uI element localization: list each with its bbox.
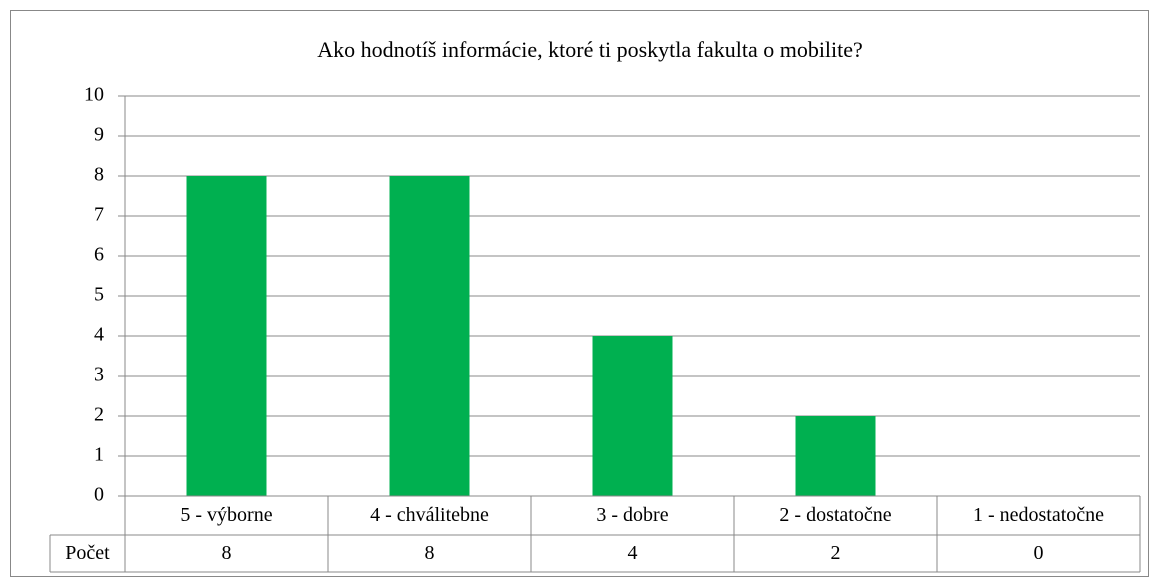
table-value: 2	[831, 542, 841, 564]
y-tick-label: 10	[84, 84, 104, 106]
table-value: 8	[425, 542, 435, 564]
y-tick-label: 2	[94, 404, 104, 426]
y-tick-label: 5	[94, 284, 104, 306]
chart-title: Ako hodnotíš informácie, ktoré ti poskyt…	[317, 37, 863, 62]
chart-border	[10, 10, 1149, 577]
y-tick-label: 6	[94, 244, 104, 266]
y-tick-label: 0	[94, 484, 104, 506]
y-tick-label: 7	[94, 204, 104, 226]
x-tick-label: 3 - dobre	[596, 504, 668, 526]
table-value: 8	[222, 542, 232, 564]
bar	[592, 336, 673, 496]
bar	[186, 176, 267, 496]
table-series-name: Počet	[65, 542, 110, 564]
y-tick-label: 4	[94, 324, 104, 346]
table-value: 0	[1034, 542, 1044, 564]
table-value: 4	[628, 542, 638, 564]
y-tick-label: 9	[94, 124, 104, 146]
x-tick-label: 2 - dostatočne	[779, 504, 891, 526]
bar	[795, 416, 876, 496]
x-tick-label: 1 - nedostatočne	[973, 504, 1104, 526]
y-tick-label: 1	[94, 444, 104, 466]
bar	[389, 176, 470, 496]
y-tick-label: 3	[94, 364, 104, 386]
x-tick-label: 4 - chválitebne	[370, 504, 489, 526]
x-tick-label: 5 - výborne	[180, 504, 272, 526]
y-tick-label: 8	[94, 164, 104, 186]
